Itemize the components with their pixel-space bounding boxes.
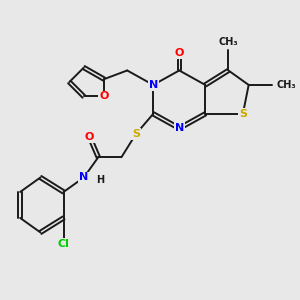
Text: O: O xyxy=(99,92,109,101)
Text: S: S xyxy=(239,109,247,119)
Text: H: H xyxy=(96,176,104,185)
Text: O: O xyxy=(175,48,184,58)
Text: Cl: Cl xyxy=(58,239,70,249)
Text: S: S xyxy=(132,129,140,139)
Text: N: N xyxy=(148,80,158,90)
Text: O: O xyxy=(85,132,94,142)
Text: CH₃: CH₃ xyxy=(219,37,238,47)
Text: CH₃: CH₃ xyxy=(276,80,296,90)
Text: N: N xyxy=(175,123,184,133)
Text: N: N xyxy=(79,172,88,182)
